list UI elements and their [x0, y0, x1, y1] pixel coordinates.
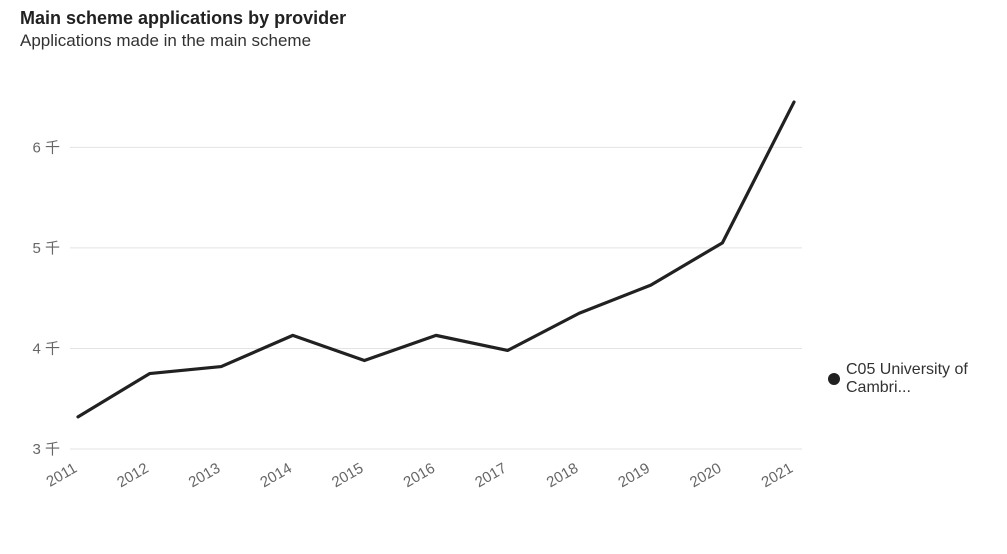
- svg-text:2017: 2017: [472, 460, 509, 491]
- svg-text:2019: 2019: [615, 460, 652, 491]
- chart-subtitle: Applications made in the main scheme: [20, 31, 987, 51]
- svg-text:5 千: 5 千: [32, 240, 60, 257]
- svg-text:2016: 2016: [401, 460, 438, 491]
- svg-text:2014: 2014: [257, 460, 294, 491]
- svg-text:2020: 2020: [687, 460, 724, 491]
- legend-marker-icon: [828, 373, 840, 385]
- svg-text:4 千: 4 千: [32, 340, 60, 357]
- svg-text:2012: 2012: [114, 460, 151, 491]
- svg-text:2015: 2015: [329, 460, 366, 491]
- svg-text:2013: 2013: [186, 460, 223, 491]
- svg-text:6 千: 6 千: [32, 139, 60, 156]
- svg-text:2011: 2011: [44, 460, 80, 491]
- legend-label: C05 University of Cambri...: [846, 361, 987, 397]
- chart-svg: 3 千 4 千 5 千 6 千 2011 2012 2013 2014 2015 2016 2017…: [20, 79, 810, 509]
- line-chart: 3 千 4 千 5 千 6 千 2011 2012 2013 2014 2015 2016 2017…: [20, 79, 810, 509]
- svg-text:2018: 2018: [544, 460, 581, 491]
- legend: C05 University of Cambri...: [828, 249, 987, 509]
- chart-title: Main scheme applications by provider: [20, 8, 987, 29]
- svg-text:2021: 2021: [759, 460, 796, 491]
- svg-text:3 千: 3 千: [32, 441, 60, 458]
